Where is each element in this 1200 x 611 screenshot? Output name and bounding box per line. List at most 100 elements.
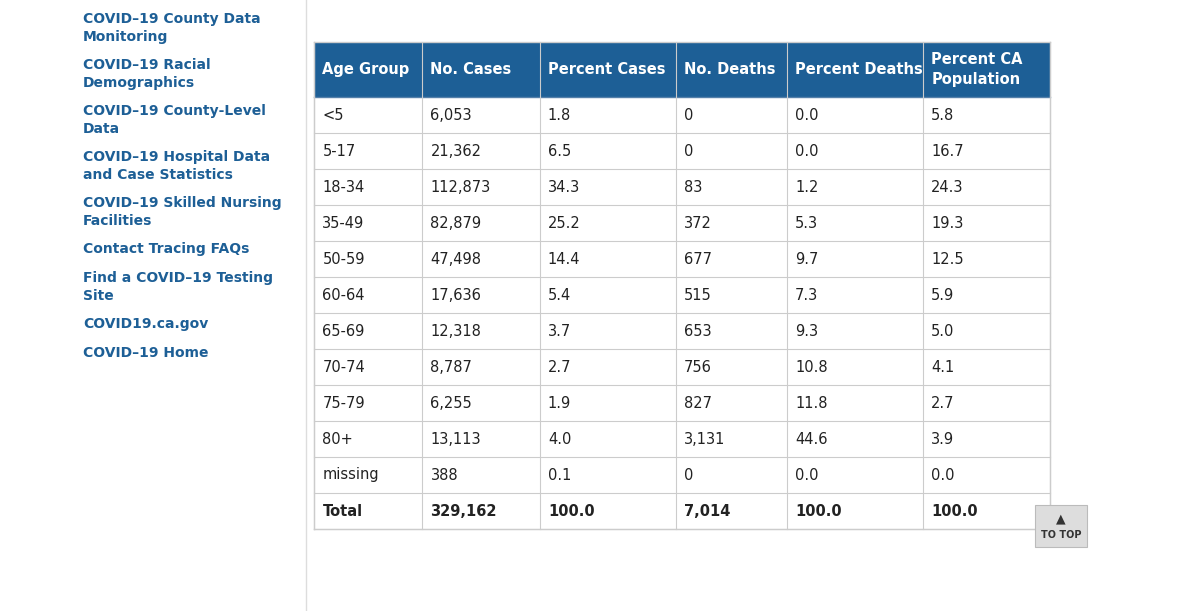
Text: Contact Tracing FAQs: Contact Tracing FAQs [83,242,250,256]
Text: missing: missing [323,467,379,483]
Text: 50-59: 50-59 [323,252,365,266]
Text: 2.7: 2.7 [548,359,571,375]
Text: 0.1: 0.1 [548,467,571,483]
Text: 6,053: 6,053 [431,108,472,122]
Text: COVID–19 Skilled Nursing
Facilities: COVID–19 Skilled Nursing Facilities [83,196,282,229]
Text: Percent Cases: Percent Cases [548,62,665,77]
Bar [314,205,1050,241]
Text: 100.0: 100.0 [794,503,841,519]
Text: COVID–19 Home: COVID–19 Home [83,346,209,360]
Text: 3.9: 3.9 [931,431,954,447]
Text: 5.3: 5.3 [794,216,818,230]
Text: 34.3: 34.3 [548,180,580,194]
Bar [314,277,1050,313]
Text: 75-79: 75-79 [323,395,365,411]
Text: 5.8: 5.8 [931,108,954,122]
Text: 653: 653 [684,323,712,338]
Text: Percent Deaths: Percent Deaths [794,62,923,77]
Text: 8,787: 8,787 [431,359,473,375]
Text: 82,879: 82,879 [431,216,481,230]
Text: 9.7: 9.7 [794,252,818,266]
Text: 19.3: 19.3 [931,216,964,230]
Text: 112,873: 112,873 [431,180,491,194]
Text: 4.0: 4.0 [548,431,571,447]
Text: COVID–19 Hospital Data
and Case Statistics: COVID–19 Hospital Data and Case Statisti… [83,150,270,183]
Text: 1.8: 1.8 [548,108,571,122]
Text: 0: 0 [684,144,694,158]
Text: 12.5: 12.5 [931,252,964,266]
Text: 515: 515 [684,288,712,302]
Text: 372: 372 [684,216,712,230]
Text: 2.7: 2.7 [931,395,955,411]
Text: 83: 83 [684,180,702,194]
Text: 11.8: 11.8 [794,395,828,411]
Text: 10.8: 10.8 [794,359,828,375]
Text: No. Cases: No. Cases [431,62,511,77]
Bar [314,493,1050,529]
Text: Find a COVID–19 Testing
Site: Find a COVID–19 Testing Site [83,271,274,304]
Text: 0.0: 0.0 [794,108,818,122]
Text: 5.0: 5.0 [931,323,954,338]
Bar [314,241,1050,277]
Text: 3.7: 3.7 [548,323,571,338]
Text: 0: 0 [684,108,694,122]
Bar [314,313,1050,349]
Text: 35-49: 35-49 [323,216,365,230]
Bar [314,97,1050,133]
Text: <5: <5 [323,108,344,122]
Text: 18-34: 18-34 [323,180,365,194]
Bar [314,169,1050,205]
Text: 6,255: 6,255 [431,395,472,411]
Text: 7,014: 7,014 [684,503,731,519]
Text: 16.7: 16.7 [931,144,964,158]
Text: 47,498: 47,498 [431,252,481,266]
Bar [314,42,1050,97]
Text: COVID–19 County-Level
Data: COVID–19 County-Level Data [83,104,266,136]
Text: Percent CA
Population: Percent CA Population [931,53,1022,87]
Text: 60-64: 60-64 [323,288,365,302]
Bar [1034,505,1087,547]
Text: 756: 756 [684,359,712,375]
Text: 0.0: 0.0 [794,144,818,158]
Text: 12,318: 12,318 [431,323,481,338]
Text: COVID–19 County Data
Monitoring: COVID–19 County Data Monitoring [83,12,260,45]
Text: 5.4: 5.4 [548,288,571,302]
Text: 14.4: 14.4 [548,252,581,266]
Text: No. Deaths: No. Deaths [684,62,775,77]
Text: 13,113: 13,113 [431,431,481,447]
Text: Total: Total [323,503,362,519]
Text: 17,636: 17,636 [431,288,481,302]
Text: 6.5: 6.5 [548,144,571,158]
Bar [314,133,1050,169]
Text: 1.9: 1.9 [548,395,571,411]
Text: 0.0: 0.0 [794,467,818,483]
Text: 329,162: 329,162 [431,503,497,519]
Text: ▲: ▲ [1056,513,1066,525]
Bar [314,421,1050,457]
Text: 21,362: 21,362 [431,144,481,158]
Text: 44.6: 44.6 [794,431,828,447]
Text: 65-69: 65-69 [323,323,365,338]
Bar [0,0,306,611]
Text: 7.3: 7.3 [794,288,818,302]
Text: 80+: 80+ [323,431,353,447]
Bar [314,349,1050,385]
Text: 70-74: 70-74 [323,359,365,375]
Text: 100.0: 100.0 [548,503,594,519]
Text: 5-17: 5-17 [323,144,355,158]
Text: 5.9: 5.9 [931,288,954,302]
Text: 388: 388 [431,467,458,483]
Bar [314,457,1050,493]
Text: 9.3: 9.3 [794,323,818,338]
Text: 0.0: 0.0 [931,467,955,483]
Text: COVID–19 Racial
Demographics: COVID–19 Racial Demographics [83,58,211,90]
Text: 3,131: 3,131 [684,431,726,447]
Text: 1.2: 1.2 [794,180,818,194]
Text: 25.2: 25.2 [548,216,581,230]
Text: Age Group: Age Group [323,62,409,77]
Text: 677: 677 [684,252,712,266]
Text: 0: 0 [684,467,694,483]
Text: 100.0: 100.0 [931,503,978,519]
Text: 4.1: 4.1 [931,359,954,375]
Bar [314,385,1050,421]
